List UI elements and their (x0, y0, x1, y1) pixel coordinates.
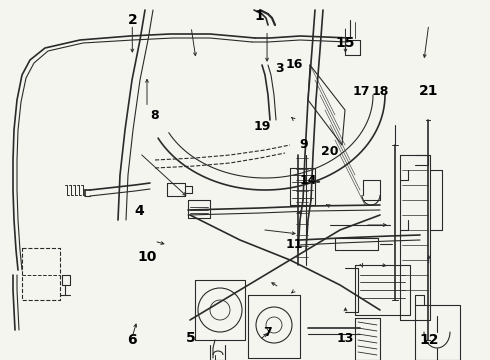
Text: 14: 14 (300, 174, 318, 186)
Text: 10: 10 (137, 251, 157, 264)
Text: 4: 4 (135, 204, 145, 217)
Text: 6: 6 (127, 333, 137, 347)
Text: 15: 15 (336, 36, 355, 50)
Text: 12: 12 (419, 333, 439, 347)
Text: 8: 8 (150, 109, 159, 122)
Text: 16: 16 (285, 58, 303, 71)
Text: 7: 7 (263, 327, 271, 339)
Text: 3: 3 (275, 62, 284, 75)
Text: 2: 2 (127, 13, 137, 27)
Text: 11: 11 (285, 238, 303, 251)
Text: 21: 21 (419, 84, 439, 98)
Text: 1: 1 (255, 9, 265, 23)
Text: 5: 5 (186, 331, 196, 345)
Text: 19: 19 (253, 120, 271, 132)
Text: 20: 20 (320, 145, 338, 158)
Text: 9: 9 (299, 138, 308, 150)
Text: 18: 18 (371, 85, 389, 98)
Text: 13: 13 (337, 332, 354, 345)
Text: 17: 17 (353, 85, 370, 98)
